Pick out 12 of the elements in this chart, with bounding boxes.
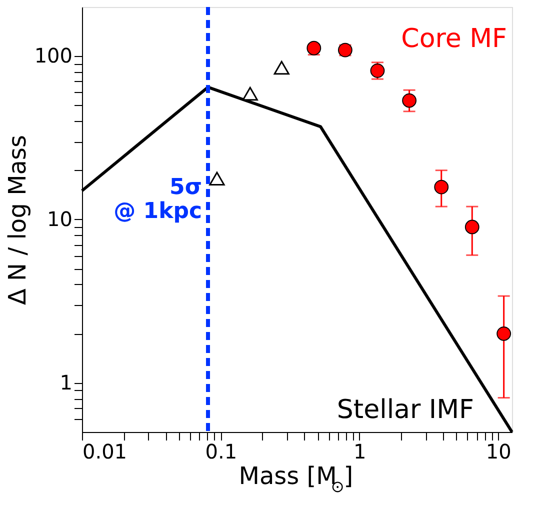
series-label: Stellar IMF [336, 395, 474, 425]
x-tick-label: 0.1 [205, 440, 238, 464]
x-tick-label: 0.01 [82, 440, 128, 464]
ref-line-label: 5σ @ 1kpc [114, 175, 202, 224]
series-label: Core MF [401, 24, 507, 54]
x-tick-label: 1 [354, 440, 366, 464]
y-tick-label: 10 [47, 207, 72, 231]
y-tick-label: 100 [34, 44, 72, 68]
x-tick-label: 10 [486, 440, 512, 464]
y-axis-title: Δ N / log Mass [3, 135, 32, 305]
x-axis-title: Mass [M⊙] [238, 462, 354, 496]
y-tick-label: 1 [60, 370, 72, 394]
